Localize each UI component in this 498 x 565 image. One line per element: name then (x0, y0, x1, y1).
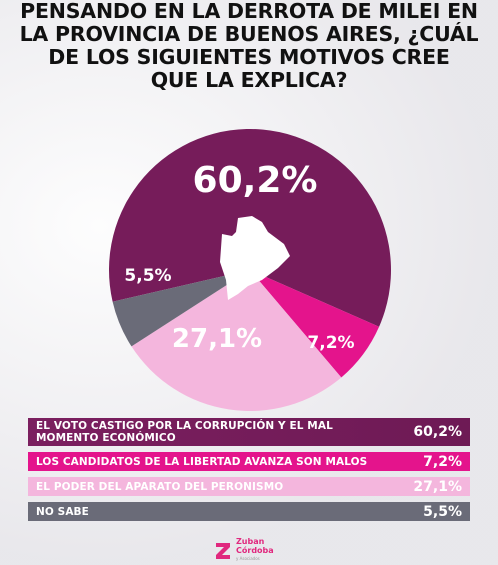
legend-row-no-sabe: NO SABE 5,5% (28, 502, 470, 521)
pie-label-candidatos: 7,2% (307, 333, 354, 353)
title-line-2: LA PROVINCIA DE BUENOS AIRES, ¿CUÁL (19, 22, 479, 46)
pie-value-labels: 60,2% 7,2% 27,1% 5,5% (124, 160, 354, 354)
legend-row-aparato-peronismo: EL PODER DEL APARATO DEL PERONISMO 27,1% (28, 477, 470, 496)
title-line-4: QUE LA EXPLICA? (150, 68, 348, 92)
chart-title: PENSANDO EN LA DERROTA DE MILEI EN LA PR… (0, 0, 498, 92)
title-line-1: PENSANDO EN LA DERROTA DE MILEI EN (20, 0, 478, 23)
legend-row-voto-castigo: EL VOTO CASTIGO POR LA CORRUPCIÓN Y EL M… (28, 418, 470, 446)
logo-line-2: Córdoba (236, 545, 274, 555)
pie-chart: 60,2% 7,2% 27,1% 5,5% (108, 128, 392, 412)
logo-line-3: y Asociados (236, 556, 260, 562)
logo-line-1: Zuban (236, 537, 265, 547)
zuban-cordoba-logo-icon (216, 543, 230, 559)
legend-row-candidatos: LOS CANDIDATOS DE LA LIBERTAD AVANZA SON… (28, 452, 470, 471)
logo-text: Zuban Córdoba y Asociados (236, 538, 274, 564)
pie-label-voto-castigo: 60,2% (193, 160, 318, 201)
pie-slice-aparato-peronismo (131, 270, 342, 412)
legend-value: 60,2% (413, 424, 462, 440)
legend-value: 7,2% (423, 453, 462, 470)
zuban-cordoba-logo: Zuban Córdoba y Asociados (214, 538, 286, 564)
pie-label-no-sabe: 5,5% (124, 266, 171, 286)
pie-slice-candidatos (250, 270, 380, 378)
legend-label: NO SABE (36, 505, 89, 518)
legend-label: EL VOTO CASTIGO POR LA CORRUPCIÓN Y EL M… (36, 420, 333, 444)
legend-label-line: EL VOTO CASTIGO POR LA CORRUPCIÓN Y EL M… (36, 420, 333, 432)
legend-label-line: MOMENTO ECONÓMICO (36, 432, 176, 444)
legend-value: 5,5% (423, 503, 462, 520)
legend-label: LOS CANDIDATOS DE LA LIBERTAD AVANZA SON… (36, 455, 368, 468)
legend: EL VOTO CASTIGO POR LA CORRUPCIÓN Y EL M… (28, 418, 470, 527)
pie-slice-no-sabe (112, 270, 250, 347)
title-line-3: DE LOS SIGUIENTES MOTIVOS CREE (48, 45, 450, 69)
buenos-aires-province-map-icon (220, 216, 290, 300)
pie-label-aparato-peronismo: 27,1% (172, 324, 262, 354)
legend-label: EL PODER DEL APARATO DEL PERONISMO (36, 480, 284, 493)
legend-value: 27,1% (413, 478, 462, 495)
